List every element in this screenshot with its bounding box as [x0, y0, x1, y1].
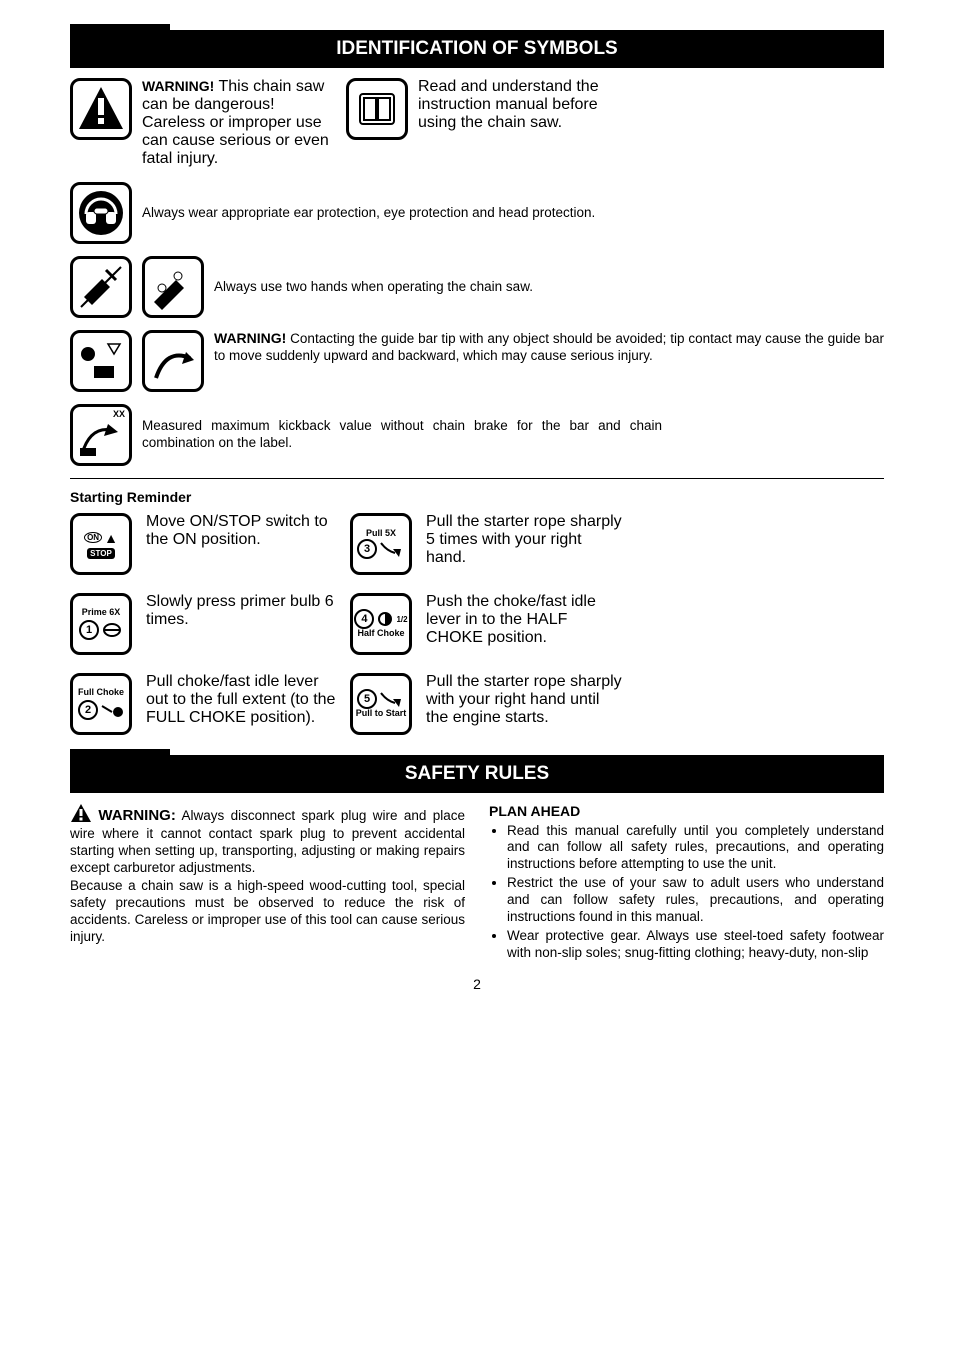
one-hand-crossed-icon	[70, 256, 132, 318]
warning-triangle-icon	[70, 803, 92, 823]
stepF-text: Pull choke/fast idle lever out to the fu…	[146, 673, 336, 727]
page-number: 2	[70, 976, 884, 992]
ear-protection-icon	[70, 182, 132, 244]
hands-text: Always use two hands when operating the …	[214, 279, 533, 296]
safety-columns: WARNING: Always disconnect spark plug wi…	[70, 803, 884, 964]
tip-lead: WARNING!	[214, 330, 286, 346]
step2-text: Slowly press primer bulb 6 times.	[146, 593, 336, 629]
warning-lead: WARNING!	[142, 78, 214, 94]
prime-icon: Prime 6X 1	[70, 593, 132, 655]
plan-item-3: Wear protective gear. Always use steel-t…	[507, 928, 884, 962]
tip-text: WARNING! Contacting the guide bar tip wi…	[214, 330, 884, 365]
step1-text: Move ON/STOP switch to the ON position.	[146, 513, 336, 549]
step4-text: Push the choke/fast idle lever in to the…	[426, 593, 626, 647]
safety-col-left: WARNING: Always disconnect spark plug wi…	[70, 803, 465, 964]
half-choke-icon: 4 1/2 Half Choke	[350, 593, 412, 655]
safety-para2: Because a chain saw is a high-speed wood…	[70, 878, 465, 946]
two-hands-icon	[142, 256, 204, 318]
tip-warning-icon	[70, 330, 132, 392]
xx-label: XX	[113, 409, 125, 419]
pull5x-icon: Pull 5X 3	[350, 513, 412, 575]
step3-text: Pull the starter rope sharply 5 times wi…	[426, 513, 626, 567]
full-choke-icon: Full Choke 2	[70, 673, 132, 735]
safety-warn-lead: WARNING:	[98, 807, 176, 824]
tip-row: WARNING! Contacting the guide bar tip wi…	[70, 330, 884, 392]
on-stop-icon: ON▲ STOP	[70, 513, 132, 575]
hands-row: Always use two hands when operating the …	[70, 256, 884, 318]
manual-text: Read and understand the instruction manu…	[418, 78, 608, 132]
step5-text: Pull the starter rope sharply with your …	[426, 673, 626, 727]
kickback-arrow-icon	[142, 330, 204, 392]
plan-list: Read this manual carefully until you com…	[489, 823, 884, 962]
page: IDENTIFICATION OF SYMBOLS WARNING! This …	[0, 0, 954, 1012]
pull-start-icon: 5 Pull to Start	[350, 673, 412, 735]
reminder-grid: ON▲ STOP Move ON/STOP switch to the ON p…	[70, 513, 884, 735]
kickback-text: Measured maximum kickback value without …	[142, 418, 662, 452]
safety-header: SAFETY RULES	[70, 755, 884, 793]
identification-header: IDENTIFICATION OF SYMBOLS	[70, 30, 884, 68]
reminder-heading: Starting Reminder	[70, 478, 884, 505]
kickback-row: XX Measured maximum kickback value witho…	[70, 404, 884, 466]
plan-ahead-heading: PLAN AHEAD	[489, 803, 884, 821]
manual-icon	[346, 78, 408, 140]
ear-row: Always wear appropriate ear protection, …	[70, 182, 884, 244]
warning-text: WARNING! This chain saw can be dangerous…	[142, 78, 332, 168]
tip-body: Contacting the guide bar tip with any ob…	[214, 331, 884, 363]
top-row: WARNING! This chain saw can be dangerous…	[70, 78, 884, 168]
kickback-value-icon: XX	[70, 404, 132, 466]
warning-icon	[70, 78, 132, 140]
plan-item-2: Restrict the use of your saw to adult us…	[507, 875, 884, 926]
ear-text: Always wear appropriate ear protection, …	[142, 205, 595, 222]
plan-item-1: Read this manual carefully until you com…	[507, 823, 884, 874]
safety-col-right: PLAN AHEAD Read this manual carefully un…	[489, 803, 884, 964]
